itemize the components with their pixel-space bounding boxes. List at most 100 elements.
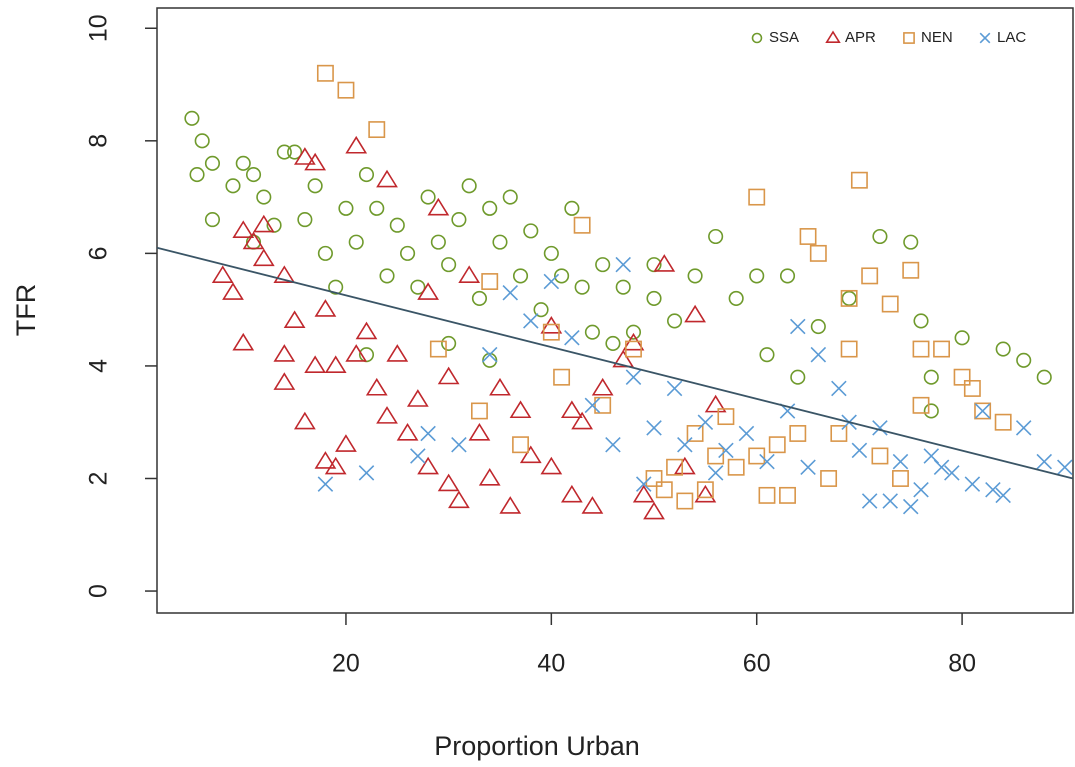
point xyxy=(625,324,642,340)
point xyxy=(386,344,409,362)
point xyxy=(509,400,532,419)
point xyxy=(345,135,368,154)
point xyxy=(204,155,221,171)
point xyxy=(677,436,693,453)
point xyxy=(542,323,560,341)
point xyxy=(694,484,717,503)
point xyxy=(632,484,655,503)
x-tick-label: 60 xyxy=(743,650,771,678)
point xyxy=(881,295,899,313)
point xyxy=(458,265,481,283)
point xyxy=(995,341,1011,357)
point xyxy=(738,425,755,442)
point xyxy=(923,403,939,419)
point xyxy=(211,265,234,283)
point xyxy=(225,178,241,194)
point xyxy=(523,313,539,329)
point xyxy=(704,394,727,413)
point xyxy=(963,379,981,397)
point xyxy=(861,493,878,509)
point xyxy=(749,268,765,284)
point xyxy=(872,228,888,245)
point xyxy=(995,487,1011,504)
y-axis-label: TFR xyxy=(11,284,41,336)
point xyxy=(759,453,775,470)
point xyxy=(605,436,621,453)
y-tick-label: 10 xyxy=(85,14,113,42)
point xyxy=(584,397,601,414)
point xyxy=(338,200,354,216)
point xyxy=(810,346,827,363)
x-tick-label: 20 xyxy=(332,650,360,678)
point xyxy=(287,144,303,160)
point xyxy=(872,420,888,436)
point xyxy=(502,285,519,301)
point xyxy=(314,299,337,317)
point xyxy=(666,458,684,476)
point xyxy=(519,445,542,464)
point xyxy=(933,340,951,358)
point xyxy=(684,304,706,323)
point xyxy=(615,279,631,295)
point xyxy=(667,313,683,329)
point xyxy=(1015,420,1032,436)
point xyxy=(358,167,375,183)
point xyxy=(944,465,960,481)
legend-marker xyxy=(751,32,763,44)
point xyxy=(324,355,347,374)
point xyxy=(851,442,868,459)
point xyxy=(718,442,734,459)
point xyxy=(492,234,508,250)
point xyxy=(293,147,316,165)
point xyxy=(232,220,255,238)
x-axis-label: Proportion Urban xyxy=(434,731,640,761)
point xyxy=(376,169,398,188)
point xyxy=(810,318,826,335)
point xyxy=(368,121,386,139)
point xyxy=(666,380,683,397)
point xyxy=(232,332,255,351)
point xyxy=(376,406,398,424)
point xyxy=(591,377,614,396)
point xyxy=(790,369,806,385)
x-tick-label: 80 xyxy=(948,650,976,678)
point xyxy=(245,167,262,183)
point xyxy=(389,217,405,233)
point xyxy=(543,245,559,261)
point xyxy=(396,422,419,441)
legend-label: LAC xyxy=(997,29,1026,46)
point xyxy=(337,81,355,99)
point xyxy=(451,212,467,228)
point xyxy=(933,459,950,476)
point xyxy=(430,234,446,250)
point xyxy=(379,268,395,284)
point xyxy=(728,290,744,306)
point xyxy=(687,268,703,284)
point xyxy=(673,456,696,475)
point xyxy=(646,290,662,306)
point xyxy=(317,245,333,261)
point xyxy=(417,456,439,475)
legend-marker xyxy=(903,32,915,44)
point xyxy=(779,268,796,284)
point xyxy=(283,310,306,329)
point xyxy=(809,244,827,262)
point xyxy=(273,265,296,283)
point xyxy=(481,273,499,290)
point xyxy=(410,279,426,295)
point xyxy=(779,486,796,504)
point xyxy=(697,414,714,430)
point xyxy=(564,330,580,346)
point xyxy=(560,484,583,503)
point xyxy=(696,481,714,499)
point xyxy=(437,473,460,492)
point xyxy=(222,282,244,300)
point xyxy=(820,470,838,487)
point xyxy=(355,321,378,340)
plot-frame xyxy=(156,7,1074,614)
point xyxy=(985,481,1001,498)
point xyxy=(427,197,450,216)
point xyxy=(574,279,590,295)
point xyxy=(605,335,621,351)
point xyxy=(468,422,491,441)
